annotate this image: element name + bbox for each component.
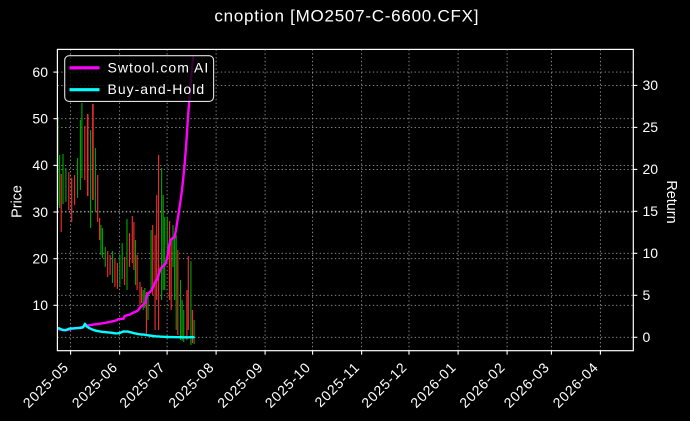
svg-text:60: 60: [32, 64, 48, 80]
svg-text:50: 50: [32, 111, 48, 127]
svg-text:Price: Price: [10, 185, 26, 218]
svg-text:10: 10: [32, 297, 48, 313]
svg-text:10: 10: [643, 245, 659, 261]
svg-text:20: 20: [32, 251, 48, 267]
svg-text:Return: Return: [663, 180, 679, 223]
svg-text:15: 15: [643, 203, 659, 219]
svg-text:0: 0: [643, 329, 651, 345]
svg-text:5: 5: [643, 287, 651, 303]
svg-text:Buy-and-Hold: Buy-and-Hold: [108, 81, 206, 97]
svg-text:cnoption [MO2507-C-6600.CFX]: cnoption [MO2507-C-6600.CFX]: [214, 6, 479, 25]
svg-text:40: 40: [32, 157, 48, 173]
svg-text:20: 20: [643, 161, 659, 177]
svg-text:Swtool.com AI: Swtool.com AI: [108, 59, 210, 75]
svg-text:25: 25: [643, 119, 659, 135]
svg-text:30: 30: [32, 204, 48, 220]
svg-text:30: 30: [643, 77, 659, 93]
